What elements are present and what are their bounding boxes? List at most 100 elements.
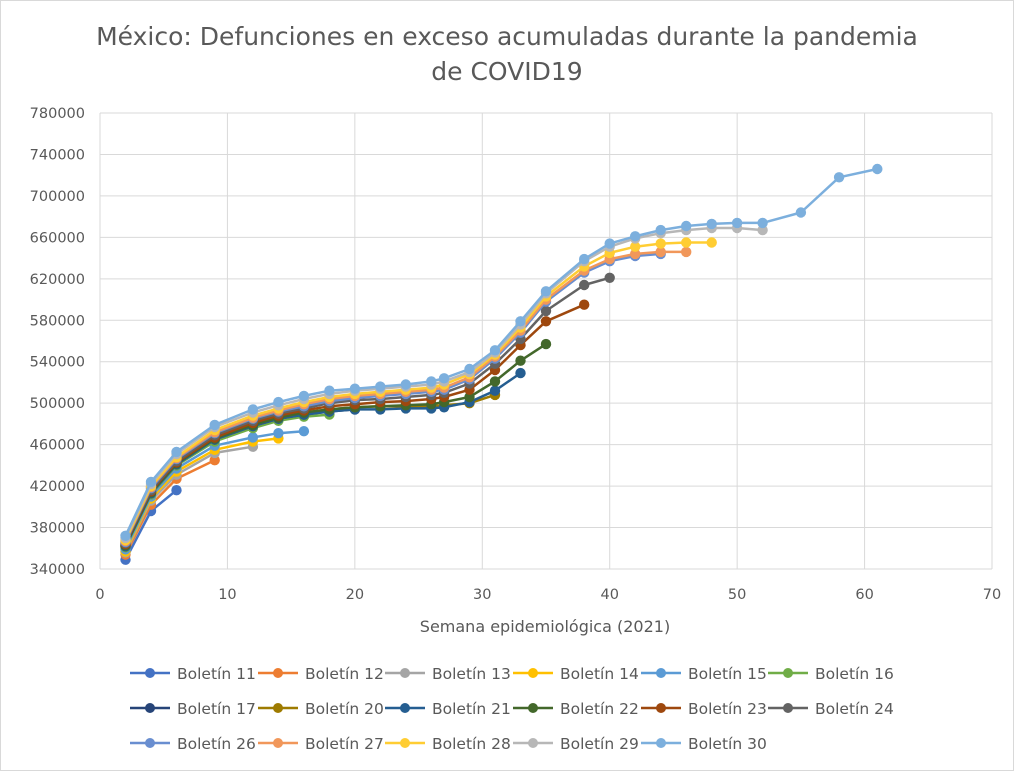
data-point [655, 246, 666, 258]
legend-entry: Boletín 11 [130, 665, 256, 683]
x-tick-label: 60 [855, 587, 873, 603]
data-point [489, 385, 501, 396]
legend-entry: Boletín 28 [385, 735, 511, 753]
data-point [324, 385, 335, 396]
data-point [681, 246, 692, 258]
x-tick-label: 40 [600, 587, 618, 603]
legend-label: Boletín 14 [560, 665, 639, 683]
legend-swatch-marker [656, 738, 666, 748]
data-point [426, 376, 437, 387]
legend-entry: Boletín 16 [768, 665, 894, 683]
series-bolet-n-30 [120, 163, 883, 541]
data-point [604, 238, 615, 249]
x-axis-ticks: 0 10 20 30 40 50 60 70 [95, 587, 1001, 603]
data-point [630, 231, 641, 242]
y-tick-label: 700000 [30, 189, 85, 205]
data-point [540, 338, 552, 350]
data-point [273, 396, 284, 408]
data-point [209, 419, 220, 431]
legend-swatch-marker [145, 668, 155, 678]
data-point [375, 381, 386, 392]
x-axis-label: Semana epidemiológica (2021) [420, 617, 670, 636]
legend-entry: Boletín 13 [385, 665, 511, 683]
data-point [171, 485, 182, 496]
plot-grid [99, 112, 993, 570]
legend-entry: Boletín 20 [258, 700, 384, 718]
x-tick-label: 50 [728, 587, 746, 603]
data-point [298, 390, 310, 402]
data-point [120, 530, 131, 541]
legend-label: Boletín 16 [815, 665, 894, 683]
y-tick-label: 620000 [30, 272, 85, 288]
data-point [757, 224, 768, 236]
chart-title-line-2: de COVID19 [431, 57, 582, 86]
data-point [681, 220, 692, 232]
data-point [247, 404, 259, 415]
legend-swatch-marker [145, 738, 155, 748]
data-point [604, 272, 615, 283]
data-point [655, 238, 666, 249]
data-point [757, 217, 768, 229]
x-tick-label: 70 [983, 587, 1001, 603]
legend-entry: Boletín 15 [641, 665, 767, 683]
data-point [630, 241, 641, 252]
data-point [833, 172, 845, 183]
legend-swatch-marker [528, 738, 538, 748]
y-tick-label: 580000 [30, 313, 85, 329]
data-point [489, 345, 501, 356]
legend-entry: Boletín 14 [513, 665, 639, 683]
legend-entry: Boletín 30 [641, 735, 767, 753]
chart-legend: Boletín 11 Boletín 12 Boletín 13 Boletín 14… [130, 665, 894, 753]
legend-label: Boletín 23 [688, 700, 767, 718]
legend-entry: Boletín 29 [513, 735, 639, 753]
legend-swatch-marker [273, 668, 283, 678]
y-tick-label: 740000 [30, 147, 85, 163]
data-point [540, 286, 552, 297]
data-point [579, 253, 590, 265]
legend-entry: Boletín 27 [258, 735, 384, 753]
y-tick-label: 340000 [30, 562, 85, 578]
y-tick-label: 500000 [30, 396, 85, 412]
legend-label: Boletín 13 [432, 665, 511, 683]
legend-label: Boletín 15 [688, 665, 767, 683]
legend-label: Boletín 27 [305, 735, 384, 753]
y-tick-label: 420000 [30, 479, 85, 495]
y-tick-label: 660000 [30, 230, 85, 246]
series-line [124, 250, 687, 542]
legend-label: Boletín 11 [177, 665, 256, 683]
y-tick-label: 780000 [30, 106, 85, 122]
data-point [515, 355, 526, 366]
legend-label: Boletín 28 [432, 735, 511, 753]
x-tick-label: 30 [473, 587, 491, 603]
data-point [731, 217, 743, 229]
data-point [171, 446, 182, 458]
legend-label: Boletín 20 [305, 700, 384, 718]
data-point [579, 299, 590, 310]
legend-label: Boletín 21 [432, 700, 511, 718]
data-point [681, 237, 692, 248]
legend-swatch-marker [656, 668, 666, 678]
legend-swatch-marker [656, 703, 666, 713]
legend-swatch-marker [783, 668, 793, 678]
y-tick-label: 460000 [30, 438, 85, 454]
data-point [795, 207, 807, 218]
x-tick-label: 10 [218, 587, 236, 603]
data-point [145, 476, 157, 488]
legend-label: Boletín 12 [305, 665, 384, 683]
legend-swatch-marker [273, 738, 283, 748]
data-point [706, 237, 717, 248]
data-point [209, 455, 220, 466]
legend-label: Boletín 26 [177, 735, 256, 753]
data-point [579, 279, 590, 291]
legend-swatch-marker [400, 738, 410, 748]
data-point [273, 428, 284, 439]
legend-entry: Boletín 21 [385, 700, 511, 718]
data-point [400, 379, 411, 390]
legend-swatch-marker [400, 668, 410, 678]
legend-swatch-marker [528, 703, 538, 713]
data-point [489, 376, 501, 387]
data-point [540, 316, 552, 327]
data-point [872, 163, 883, 175]
legend-label: Boletín 29 [560, 735, 639, 753]
